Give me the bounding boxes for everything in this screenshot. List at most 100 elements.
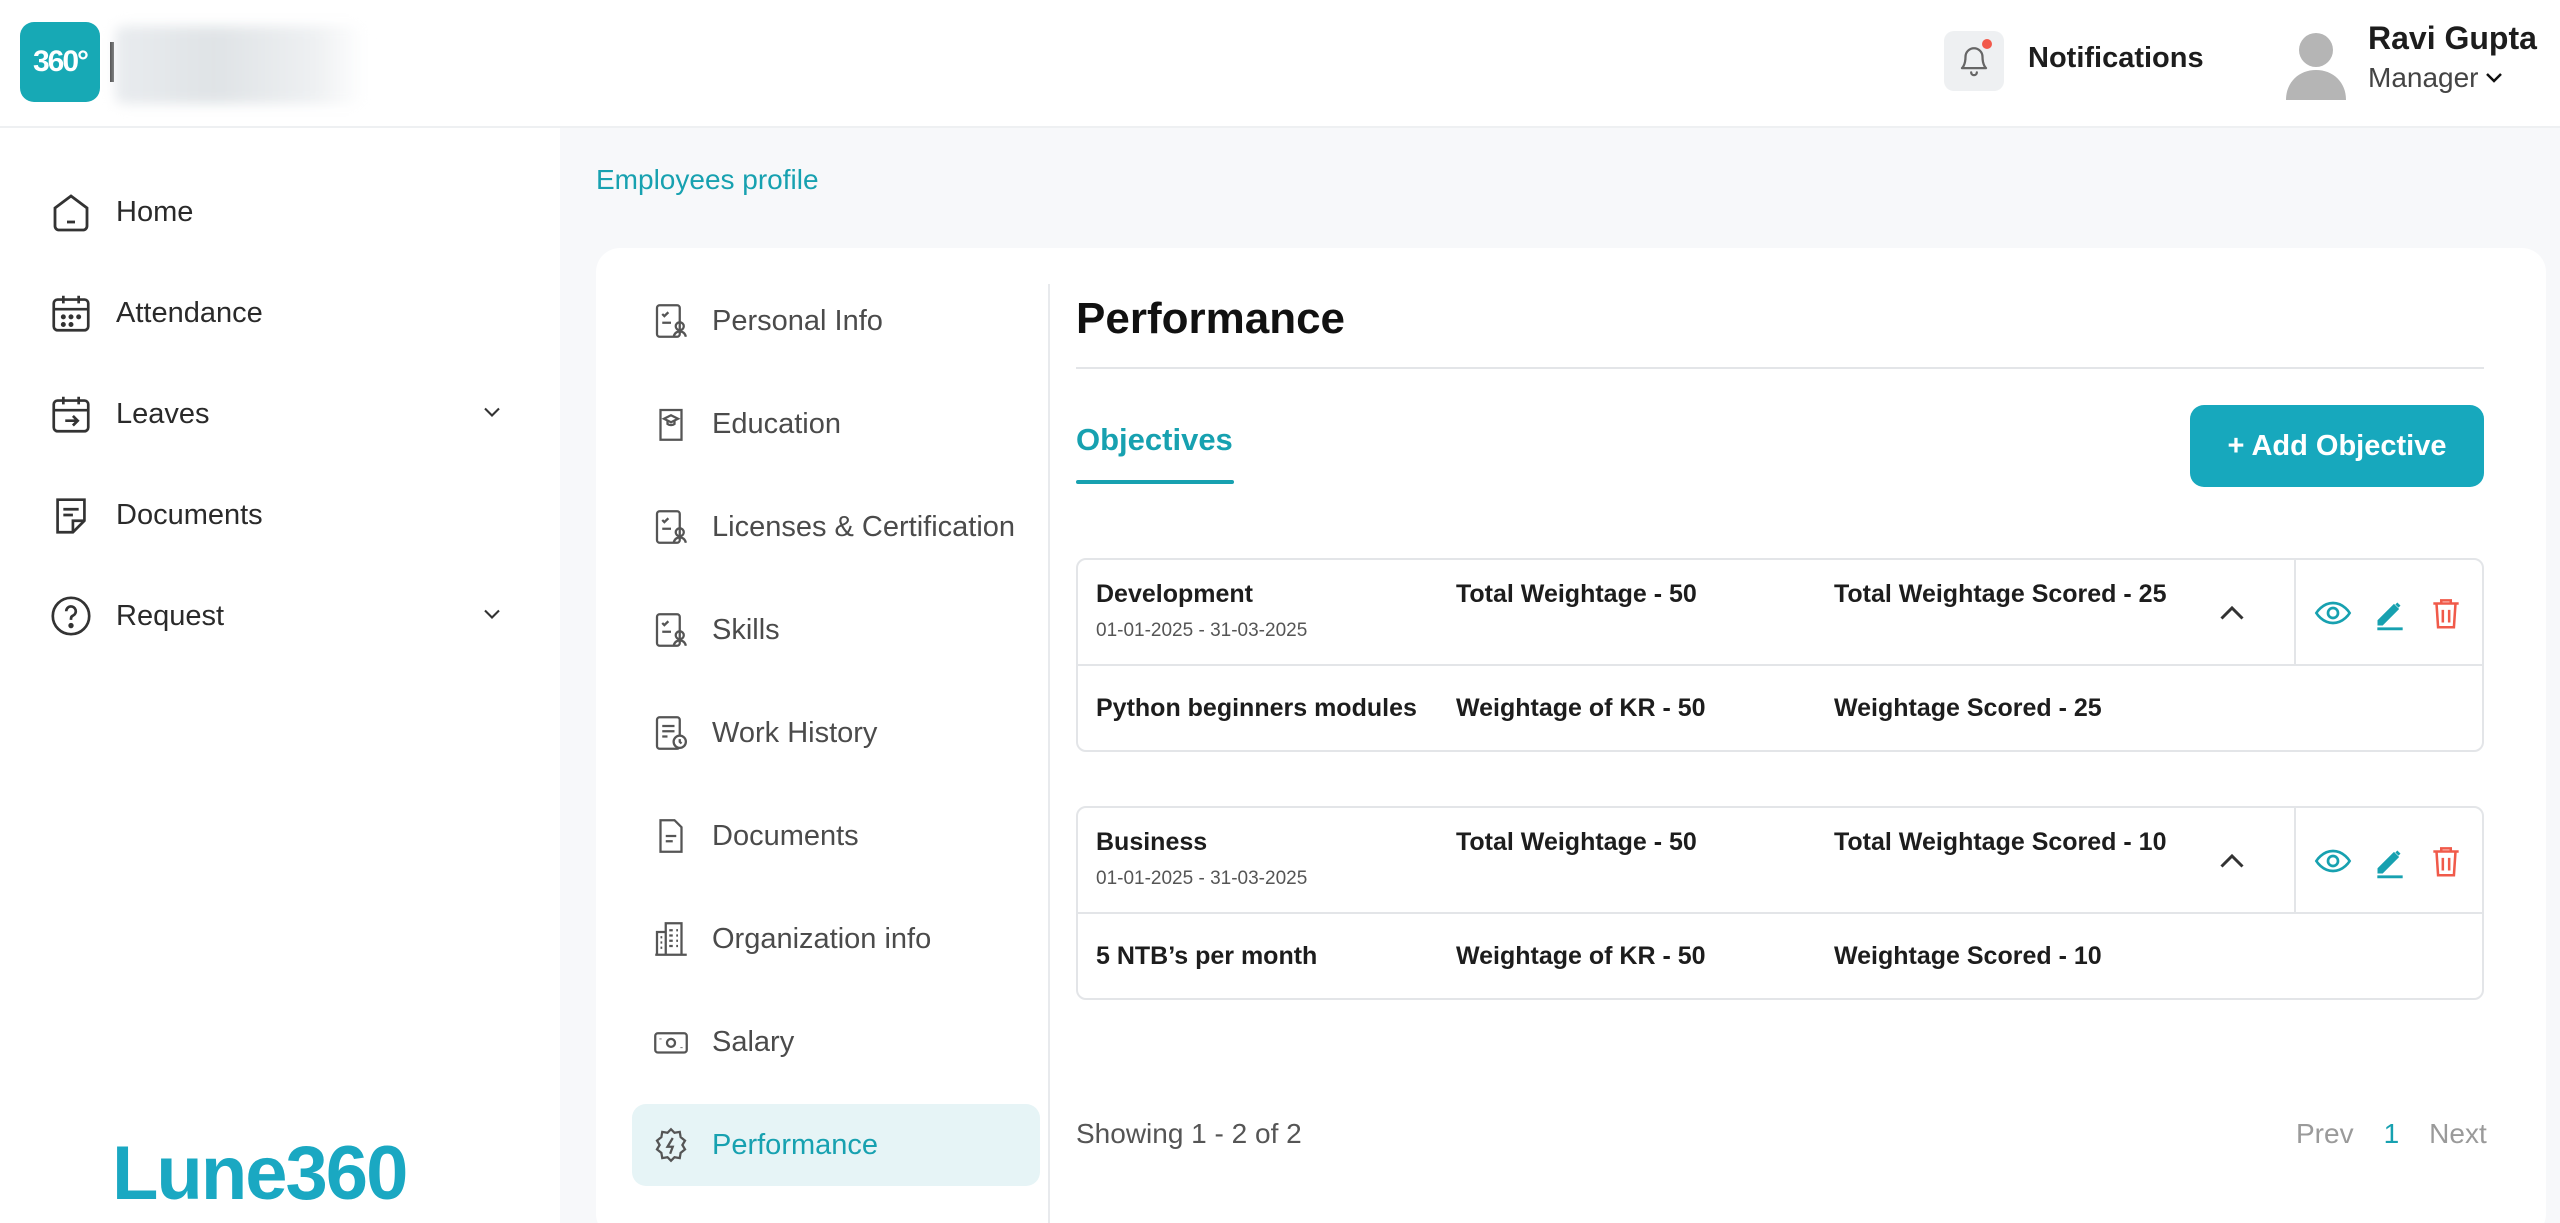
edit-button[interactable] <box>2371 594 2409 632</box>
profile-nav-label: Salary <box>712 1025 795 1058</box>
objective-dates: 01-01-2025 - 31-03-2025 <box>1096 868 1308 889</box>
objective-header-row: Development 01-01-2025 - 31-03-2025 Tota… <box>1078 560 2482 666</box>
profile-nav-licenses[interactable]: Licenses & Certification <box>632 486 1040 568</box>
key-result-name: 5 NTB’s per month <box>1096 942 1318 970</box>
app-logo[interactable]: 360° <box>20 22 100 102</box>
user-avatar[interactable] <box>2282 26 2350 100</box>
sidebar-item-documents[interactable]: Documents <box>46 485 506 545</box>
skills-icon <box>648 607 694 653</box>
objective-card: Development 01-01-2025 - 31-03-2025 Tota… <box>1076 558 2484 752</box>
chevron-down-icon[interactable] <box>478 600 506 628</box>
objective-name: Business <box>1096 828 1208 856</box>
pagination-summary: Showing 1 - 2 of 2 <box>1076 1118 1302 1149</box>
id-card-icon <box>648 298 694 344</box>
objective-header-row: Business 01-01-2025 - 31-03-2025 Total W… <box>1078 808 2482 914</box>
leave-calendar-icon <box>46 389 96 439</box>
profile-nav-education[interactable]: Education <box>632 383 1040 465</box>
sidebar: Home Attendance Leaves Documents Request <box>0 128 560 1223</box>
profile-nav-work-history[interactable]: Work History <box>632 692 1040 774</box>
key-result-scored: Weightage Scored - 10 <box>1834 942 2102 970</box>
profile-nav-documents[interactable]: Documents <box>632 795 1040 877</box>
money-icon <box>648 1019 694 1065</box>
sidebar-item-label: Documents <box>116 498 263 531</box>
add-objective-button[interactable]: + Add Objective <box>2190 405 2484 487</box>
sidebar-item-attendance[interactable]: Attendance <box>46 283 506 343</box>
key-result-name: Python beginners modules <box>1096 694 1417 722</box>
document-icon <box>46 490 96 540</box>
profile-nav-label: Licenses & Certification <box>712 510 1016 543</box>
profile-nav-salary[interactable]: Salary <box>632 1001 1040 1083</box>
sidebar-item-label: Attendance <box>116 296 263 329</box>
user-role-label: Manager <box>2368 62 2479 93</box>
sidebar-item-leaves[interactable]: Leaves <box>46 384 506 444</box>
delete-button[interactable] <box>2427 594 2465 632</box>
pencil-icon <box>2377 850 2403 879</box>
delete-button[interactable] <box>2427 842 2465 880</box>
total-weightage: Total Weightage - 50 <box>1456 580 1697 608</box>
collapse-button[interactable] <box>2208 838 2256 886</box>
home-icon <box>46 187 96 237</box>
edit-button[interactable] <box>2371 842 2409 880</box>
profile-nav-label: Skills <box>712 613 780 646</box>
chevron-up-icon <box>2220 605 2244 620</box>
top-header: 360° Notifications Ravi Gupta Manager <box>0 0 2560 128</box>
key-result-weightage: Weightage of KR - 50 <box>1456 942 1706 970</box>
user-role-dropdown[interactable]: Manager <box>2368 62 2503 94</box>
file-icon <box>648 813 694 859</box>
chevron-down-icon[interactable] <box>478 398 506 426</box>
work-history-icon <box>648 710 694 756</box>
objective-card: Business 01-01-2025 - 31-03-2025 Total W… <box>1076 806 2484 1000</box>
total-weightage-scored: Total Weightage Scored - 10 <box>1834 828 2167 856</box>
sidebar-item-label: Request <box>116 599 225 632</box>
question-icon <box>46 591 96 641</box>
total-weightage: Total Weightage - 50 <box>1456 828 1697 856</box>
view-button[interactable] <box>2313 593 2353 633</box>
tab-active-indicator <box>1076 480 1234 484</box>
logo-divider <box>110 42 114 82</box>
view-button[interactable] <box>2313 841 2353 881</box>
user-name[interactable]: Ravi Gupta <box>2368 20 2537 56</box>
title-divider <box>1076 367 2484 369</box>
content-divider <box>1048 284 1050 1223</box>
objective-actions <box>2294 560 2482 666</box>
notifications-label[interactable]: Notifications <box>2028 42 2204 74</box>
graduation-cap-icon <box>648 401 694 447</box>
profile-nav-label: Documents <box>712 819 859 852</box>
trash-icon <box>2433 847 2459 877</box>
page-title: Performance <box>1076 294 1346 343</box>
page-1-button[interactable]: 1 <box>2383 1118 2400 1149</box>
brand-logo: Lune360 <box>112 1131 408 1216</box>
bell-icon <box>1960 47 1988 77</box>
collapse-button[interactable] <box>2208 590 2256 638</box>
calendar-icon <box>46 288 96 338</box>
pencil-icon <box>2377 602 2403 631</box>
profile-nav-label: Work History <box>712 716 878 749</box>
profile-nav-label: Education <box>712 407 841 440</box>
profile-nav-skills[interactable]: Skills <box>632 589 1040 671</box>
sidebar-item-home[interactable]: Home <box>46 182 506 242</box>
key-result-scored: Weightage Scored - 25 <box>1834 694 2102 722</box>
tab-objectives[interactable]: Objectives <box>1076 422 1233 457</box>
notification-bell-button[interactable] <box>1944 31 2004 91</box>
next-page-button[interactable]: Next <box>2429 1118 2487 1149</box>
objective-name: Development <box>1096 580 1253 608</box>
profile-nav-organization-info[interactable]: Organization info <box>632 898 1040 980</box>
chevron-up-icon <box>2220 853 2244 868</box>
pagination: Prev 1 Next <box>2296 1118 2487 1150</box>
sidebar-item-request[interactable]: Request <box>46 586 506 646</box>
blurred-company-name <box>115 26 365 104</box>
chevron-down-icon <box>2485 73 2502 83</box>
breadcrumb[interactable]: Employees profile <box>596 164 819 195</box>
eye-icon <box>2314 849 2352 873</box>
profile-nav-personal-info[interactable]: Personal Info <box>632 280 1040 362</box>
profile-nav-label: Organization info <box>712 922 932 955</box>
total-weightage-scored: Total Weightage Scored - 25 <box>1834 580 2167 608</box>
trash-icon <box>2433 599 2459 629</box>
profile-nav-performance[interactable]: Performance <box>632 1104 1040 1186</box>
key-result-weightage: Weightage of KR - 50 <box>1456 694 1706 722</box>
objective-dates: 01-01-2025 - 31-03-2025 <box>1096 620 1308 641</box>
notification-dot <box>1982 39 1992 49</box>
prev-page-button[interactable]: Prev <box>2296 1118 2354 1149</box>
sidebar-item-label: Home <box>116 195 194 228</box>
profile-nav-label: Performance <box>712 1128 879 1161</box>
